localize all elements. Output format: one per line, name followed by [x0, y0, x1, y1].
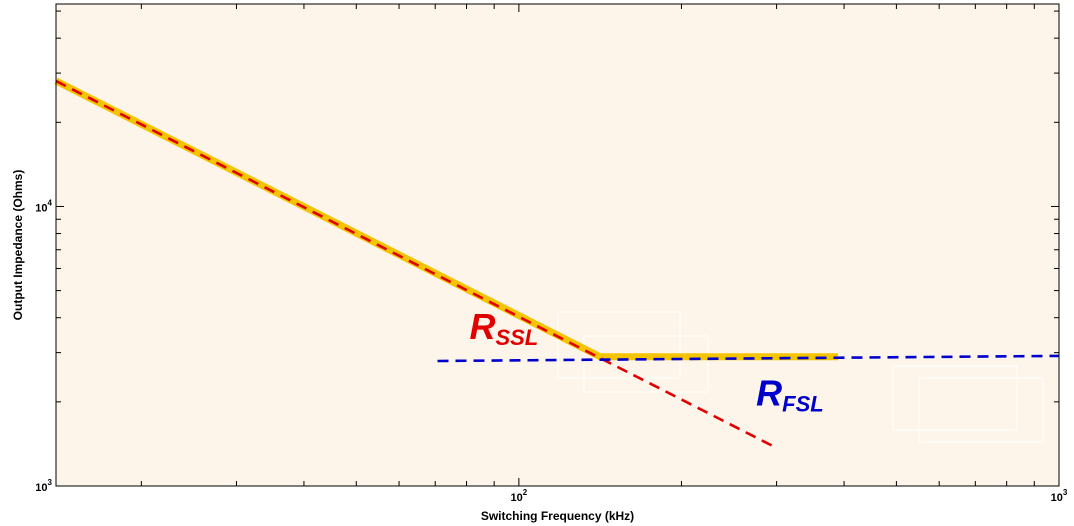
plot-area [56, 4, 1059, 486]
annotation-box [892, 365, 1018, 431]
series-layer [54, 77, 1060, 449]
annotation-fsl: RFSL [756, 373, 824, 417]
plot-frame [55, 3, 1060, 487]
annotation-ssl: RSSL [469, 306, 538, 350]
annotation-box [918, 377, 1044, 443]
series-line-2 [55, 79, 777, 449]
x-tick-label: 103 [1051, 488, 1068, 504]
annotation-box [583, 335, 709, 393]
x-axis-label: Switching Frequency (kHz) [481, 509, 634, 523]
x-tick-label: 102 [511, 488, 528, 504]
annotation-box [557, 311, 681, 379]
y-tick-label: 103 [35, 478, 52, 494]
annotation-boxes [557, 311, 1044, 443]
y-axis-label: Output Impedance (Ohms) [11, 170, 25, 321]
y-tick-label: 104 [35, 198, 52, 214]
annotations: RSSL RFSL [469, 306, 823, 416]
series-line-3 [437, 354, 1060, 363]
tick-labels: 102 103 103 104 [35, 198, 1068, 504]
